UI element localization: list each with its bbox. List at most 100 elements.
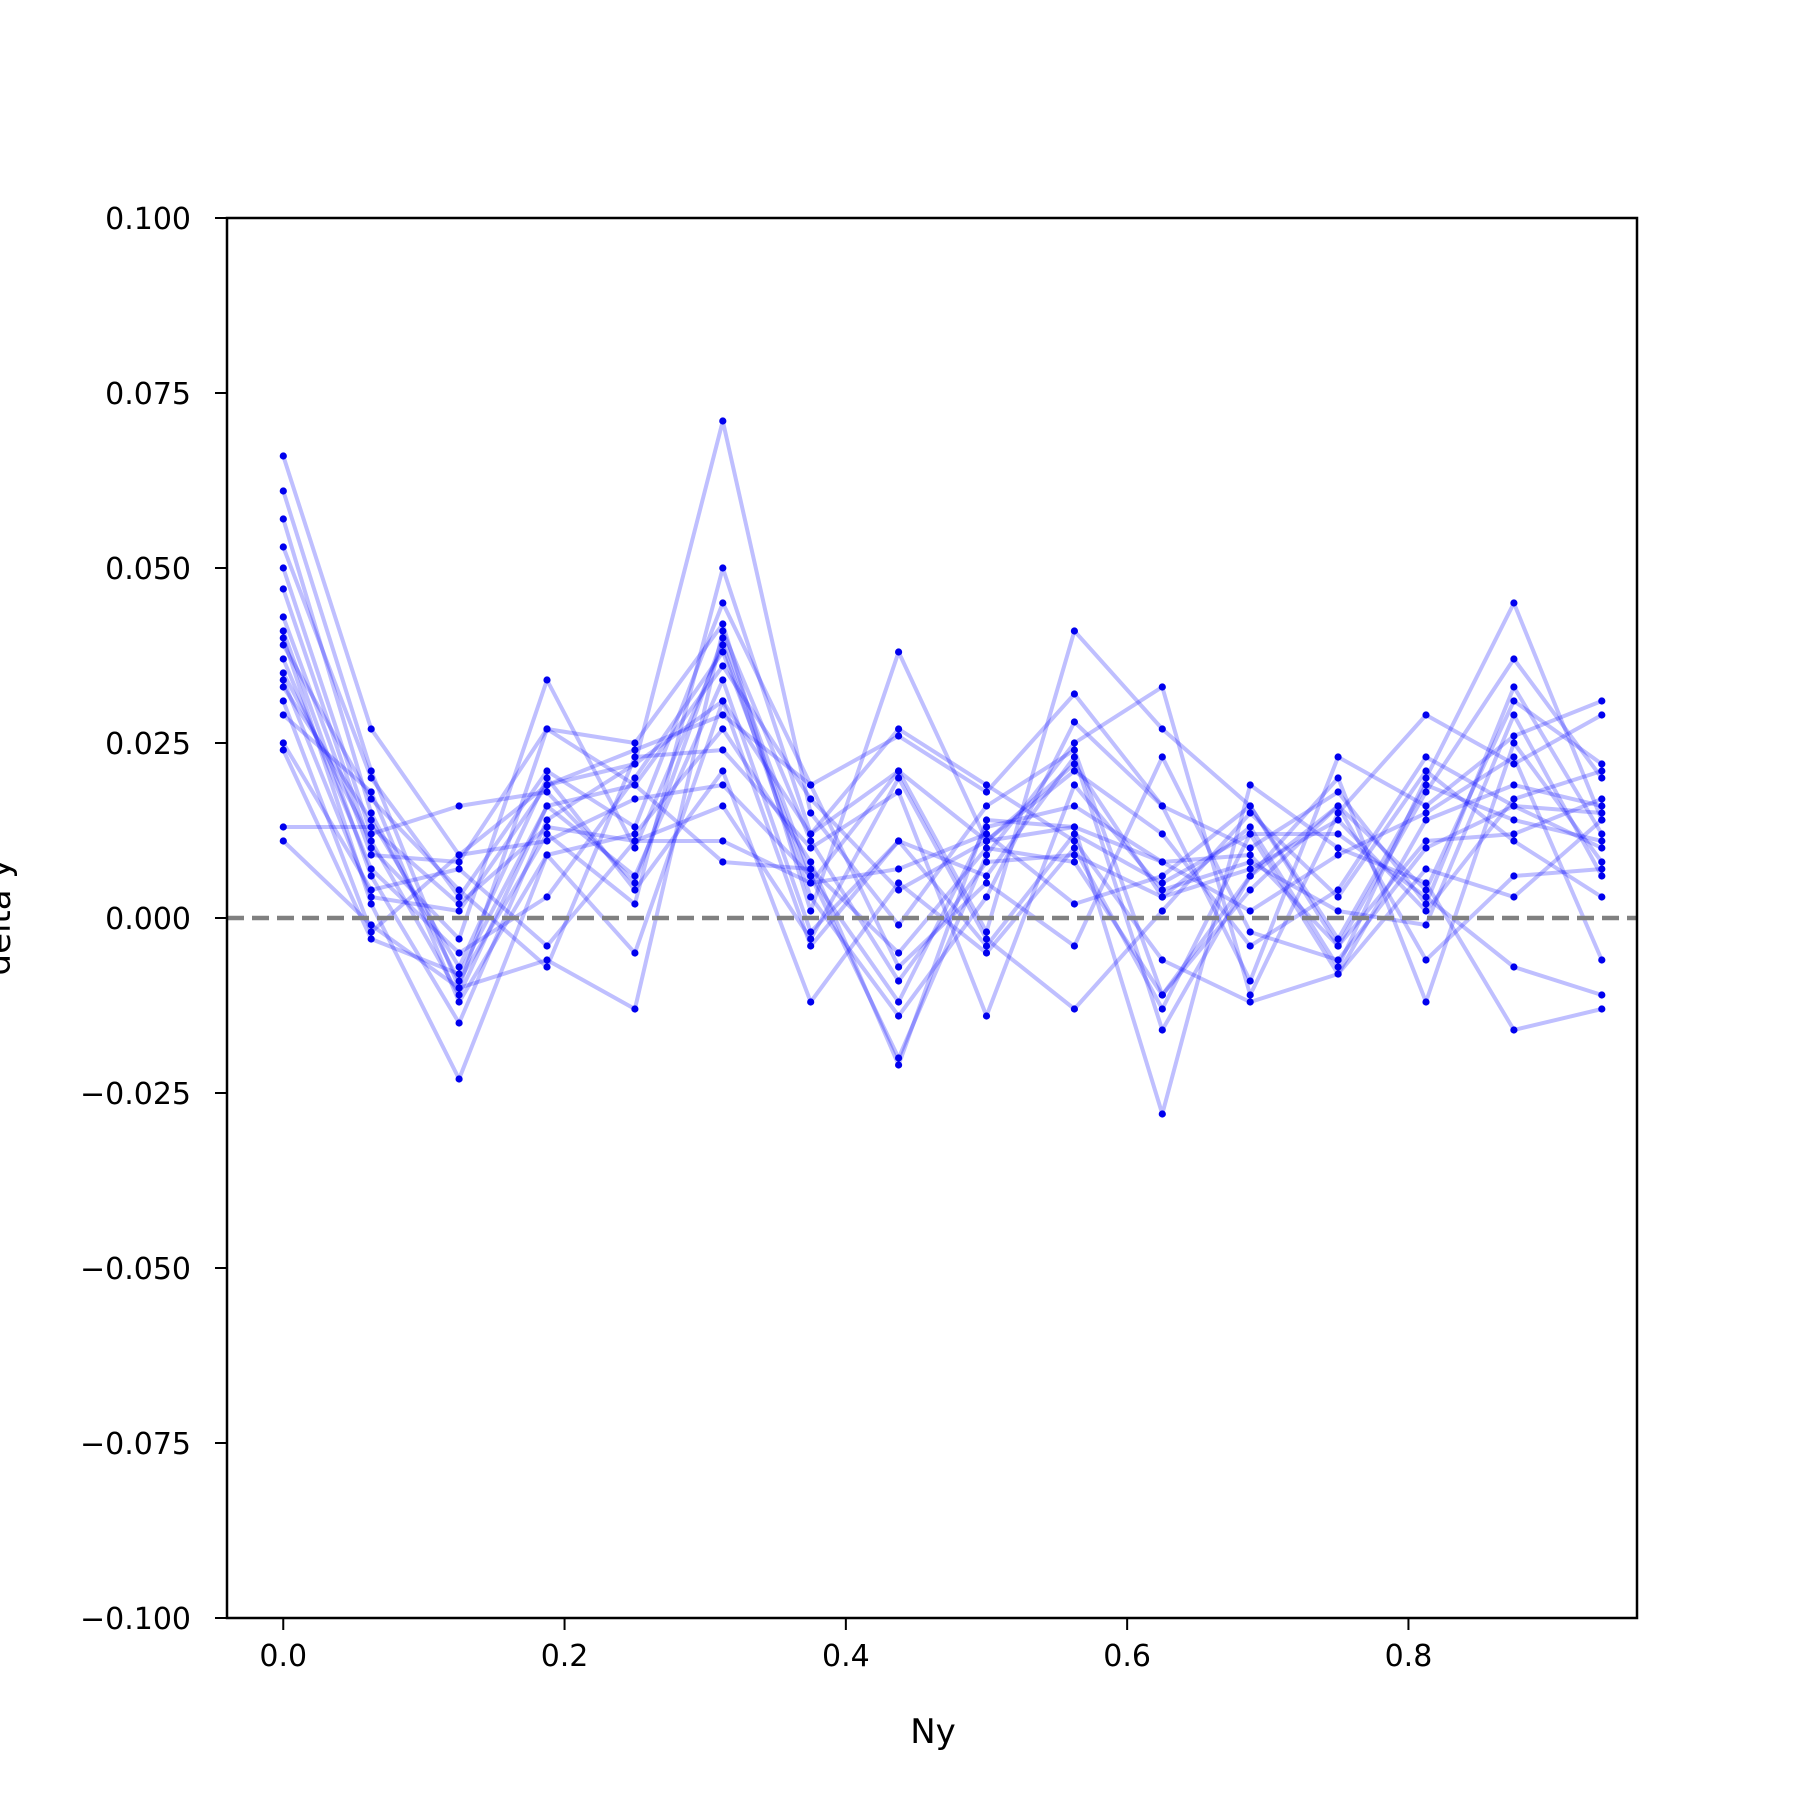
- y-tick-label: 0.025: [105, 727, 191, 762]
- data-point-s3-4: [543, 830, 551, 838]
- data-point-s14-12: [1246, 830, 1254, 838]
- data-point-s6-12: [1246, 844, 1254, 852]
- data-point-s1-6: [719, 417, 727, 425]
- data-point-s15-4: [543, 837, 551, 845]
- data-point-s13-2: [367, 893, 375, 901]
- data-point-s20-7: [807, 837, 815, 845]
- data-point-s4-1: [279, 543, 287, 551]
- data-point-s20-5: [631, 1005, 639, 1013]
- data-point-s10-10: [1070, 781, 1078, 789]
- data-point-s6-4: [543, 676, 551, 684]
- data-point-s12-12: [1246, 872, 1254, 880]
- data-point-s5-9: [982, 851, 991, 859]
- data-point-s5-15: [1510, 760, 1518, 768]
- data-point-s6-9: [982, 893, 991, 901]
- x-tick-label: 0.2: [541, 1639, 589, 1674]
- data-point-s20-15: [1510, 795, 1518, 803]
- data-point-s14-8: [895, 879, 903, 887]
- data-point-s16-10: [1070, 837, 1078, 845]
- data-point-s18-15: [1510, 872, 1518, 880]
- y-tick-label: −0.025: [80, 1077, 191, 1112]
- data-point-s12-5: [631, 872, 639, 880]
- data-point-s7-8: [895, 886, 903, 894]
- data-point-s8-11: [1158, 879, 1166, 887]
- data-point-s3-9: [982, 928, 991, 936]
- series-line-17: [281, 741, 1603, 1011]
- data-point-s17-14: [1422, 767, 1430, 775]
- data-point-s12-11: [1158, 1026, 1166, 1034]
- data-point-s19-10: [1070, 823, 1078, 831]
- data-point-s14-2: [367, 816, 375, 824]
- data-point-s13-10: [1070, 942, 1078, 950]
- data-point-s8-9: [982, 942, 991, 950]
- data-point-s18-3: [455, 970, 463, 978]
- data-point-s20-4: [543, 956, 551, 964]
- data-point-s6-10: [1070, 718, 1078, 726]
- y-tick-label: −0.075: [80, 1427, 191, 1462]
- data-point-s2-6: [719, 620, 727, 628]
- data-point-s20-3: [455, 984, 463, 992]
- data-point-s2-1: [279, 487, 287, 495]
- data-point-s13-16: [1598, 809, 1606, 817]
- data-point-s17-13: [1334, 893, 1342, 901]
- data-point-s12-8: [895, 837, 903, 845]
- y-tick-label: 0.100: [105, 202, 191, 237]
- data-point-s8-7: [807, 942, 815, 950]
- data-point-s13-1: [279, 676, 287, 684]
- data-point-s20-8: [895, 977, 903, 985]
- data-point-s5-8: [895, 1054, 903, 1062]
- data-point-s7-12: [1246, 942, 1254, 950]
- data-point-s11-6: [719, 648, 727, 656]
- data-point-s10-9: [982, 1012, 991, 1020]
- data-point-s1-1: [279, 452, 287, 460]
- y-tick-label: 0.075: [105, 377, 191, 412]
- data-point-s14-14: [1422, 893, 1430, 901]
- data-point-s9-7: [807, 858, 815, 866]
- data-point-s12-2: [367, 837, 375, 845]
- series-line-5: [281, 567, 1603, 1060]
- data-point-s13-3: [455, 907, 463, 915]
- data-point-s13-12: [1246, 928, 1254, 936]
- data-point-s12-16: [1598, 858, 1606, 866]
- data-point-s14-6: [719, 767, 727, 775]
- data-point-s11-9: [982, 830, 991, 838]
- data-point-s9-16: [1598, 1005, 1606, 1013]
- x-axis-label: Ny: [910, 1712, 956, 1752]
- data-point-s2-7: [807, 907, 815, 915]
- data-point-s10-1: [279, 641, 287, 649]
- data-point-s1-7: [807, 809, 815, 817]
- data-point-s17-6: [719, 802, 727, 810]
- data-point-s14-3: [455, 963, 463, 971]
- data-point-s11-15: [1510, 816, 1518, 824]
- data-point-s8-3: [455, 1019, 463, 1027]
- data-point-s5-1: [279, 564, 287, 572]
- data-point-s20-13: [1334, 816, 1342, 824]
- y-tick-label: 0.050: [105, 552, 191, 587]
- data-point-s13-8: [895, 963, 903, 971]
- data-point-s16-5: [631, 949, 639, 957]
- data-point-s11-3: [455, 949, 463, 957]
- data-point-s19-8: [895, 767, 903, 775]
- data-point-s18-7: [807, 865, 815, 873]
- data-point-s7-1: [279, 613, 287, 621]
- data-point-s13-15: [1510, 802, 1518, 810]
- data-point-s2-5: [631, 739, 639, 747]
- data-point-s12-13: [1334, 774, 1342, 782]
- data-point-s1-2: [367, 725, 375, 733]
- data-point-s10-2: [367, 795, 375, 803]
- data-point-s5-16: [1598, 711, 1606, 719]
- data-point-s11-5: [631, 774, 639, 782]
- data-point-s14-13: [1334, 830, 1342, 838]
- data-point-s14-9: [982, 949, 991, 957]
- data-point-s4-15: [1510, 732, 1518, 740]
- data-point-s10-13: [1334, 907, 1342, 915]
- data-point-s8-10: [1070, 830, 1078, 838]
- data-point-s14-7: [807, 998, 815, 1006]
- data-point-s11-2: [367, 865, 375, 873]
- data-point-s4-5: [631, 823, 639, 831]
- data-point-s11-4: [543, 893, 551, 901]
- data-point-s7-16: [1598, 844, 1606, 852]
- data-point-s5-6: [719, 634, 727, 642]
- series-line-6: [281, 588, 1604, 1018]
